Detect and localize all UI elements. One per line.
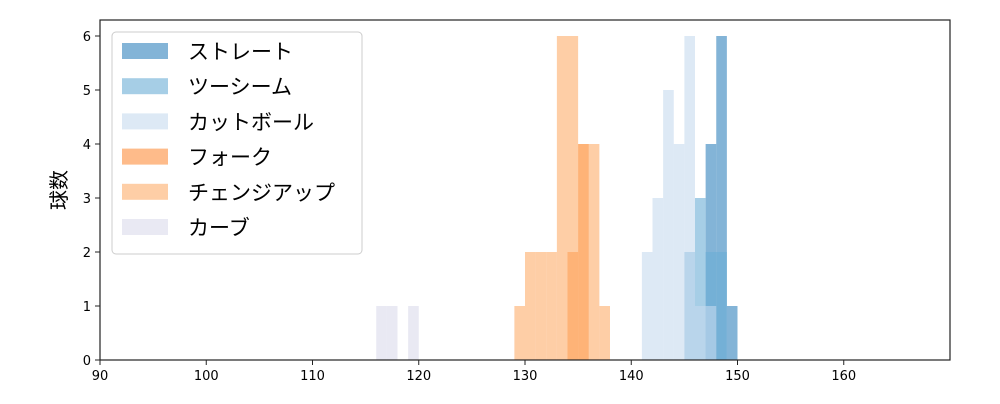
bars xyxy=(376,36,738,360)
bar-4-3 xyxy=(546,252,557,360)
bar-2-1 xyxy=(652,198,664,360)
bar-2-3 xyxy=(673,144,685,360)
y-tick-label: 1 xyxy=(83,300,91,315)
bar-2-5 xyxy=(695,306,706,360)
x-tick-label: 120 xyxy=(406,369,431,384)
x-tick-label: 150 xyxy=(725,369,750,384)
legend-swatch xyxy=(122,148,168,165)
bar-4-0 xyxy=(514,306,525,360)
bar-0-2 xyxy=(726,306,738,360)
x-tick-label: 160 xyxy=(831,369,856,384)
y-axis: 0 1 2 3 4 5 6 xyxy=(83,30,100,369)
bar-1-3 xyxy=(716,252,727,360)
y-tick-label: 3 xyxy=(83,192,91,207)
legend-label: ツーシーム xyxy=(188,75,292,99)
legend-swatch xyxy=(122,183,168,200)
bar-5-1 xyxy=(386,306,398,360)
x-tick-label: 140 xyxy=(619,369,644,384)
x-tick-label: 110 xyxy=(300,369,325,384)
y-tick-label: 5 xyxy=(83,84,91,99)
y-axis-label: 球数 xyxy=(47,170,71,210)
x-tick-label: 100 xyxy=(194,369,219,384)
legend-box xyxy=(111,31,363,255)
bar-2-6 xyxy=(705,306,717,360)
bar-4-7 xyxy=(588,144,600,360)
bar-4-6 xyxy=(578,144,589,360)
bar-4-8 xyxy=(599,306,610,360)
legend-label: カーブ xyxy=(188,216,250,240)
legend-swatch xyxy=(122,219,168,235)
legend-label: ストレート xyxy=(188,40,293,64)
bar-4-4 xyxy=(556,36,568,360)
legend-label: フォーク xyxy=(188,146,272,170)
y-tick-label: 2 xyxy=(83,246,91,261)
legend-label: カットボール xyxy=(188,110,314,134)
bar-5-0 xyxy=(376,306,387,360)
x-axis: 90 100 110 120 130 140 150 160 xyxy=(92,360,856,384)
legend-label: チェンジアップ xyxy=(188,181,335,205)
x-tick-label: 90 xyxy=(92,369,109,384)
legend-swatch xyxy=(122,113,168,130)
bar-0-1 xyxy=(716,36,727,360)
bar-4-2 xyxy=(535,252,547,360)
y-tick-label: 6 xyxy=(83,30,91,45)
bar-4-5 xyxy=(567,36,579,360)
bar-1-1 xyxy=(695,198,706,360)
y-tick-label: 0 xyxy=(83,354,91,369)
bar-4-1 xyxy=(525,252,536,360)
bar-2-4 xyxy=(684,36,695,360)
bar-2-0 xyxy=(641,252,653,360)
y-tick-label: 4 xyxy=(83,138,91,153)
bar-2-2 xyxy=(663,90,674,360)
bar-5-2 xyxy=(408,306,419,360)
legend-swatch xyxy=(122,43,168,59)
x-tick-label: 130 xyxy=(513,369,538,384)
legend-swatch xyxy=(122,78,168,95)
